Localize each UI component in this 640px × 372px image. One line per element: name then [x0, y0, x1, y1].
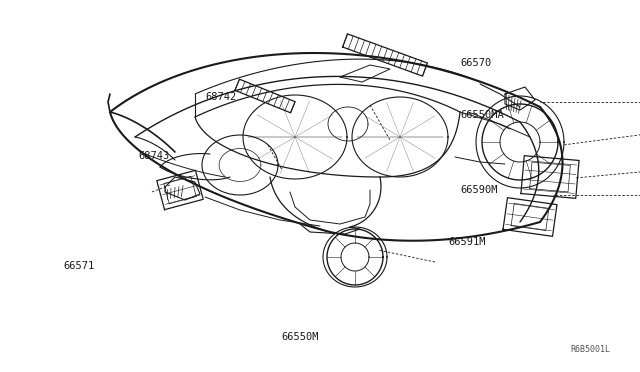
Text: 66590M: 66590M: [461, 185, 499, 195]
Text: 66570: 66570: [461, 58, 492, 68]
Text: 66591M: 66591M: [448, 237, 486, 247]
Text: 66550M: 66550M: [282, 332, 319, 341]
Text: 66571: 66571: [63, 261, 95, 271]
Text: R6B5001L: R6B5001L: [570, 345, 610, 354]
Text: 68742: 68742: [205, 92, 237, 102]
Text: 68743: 68743: [138, 151, 170, 161]
Text: 66550MA: 66550MA: [461, 110, 504, 120]
